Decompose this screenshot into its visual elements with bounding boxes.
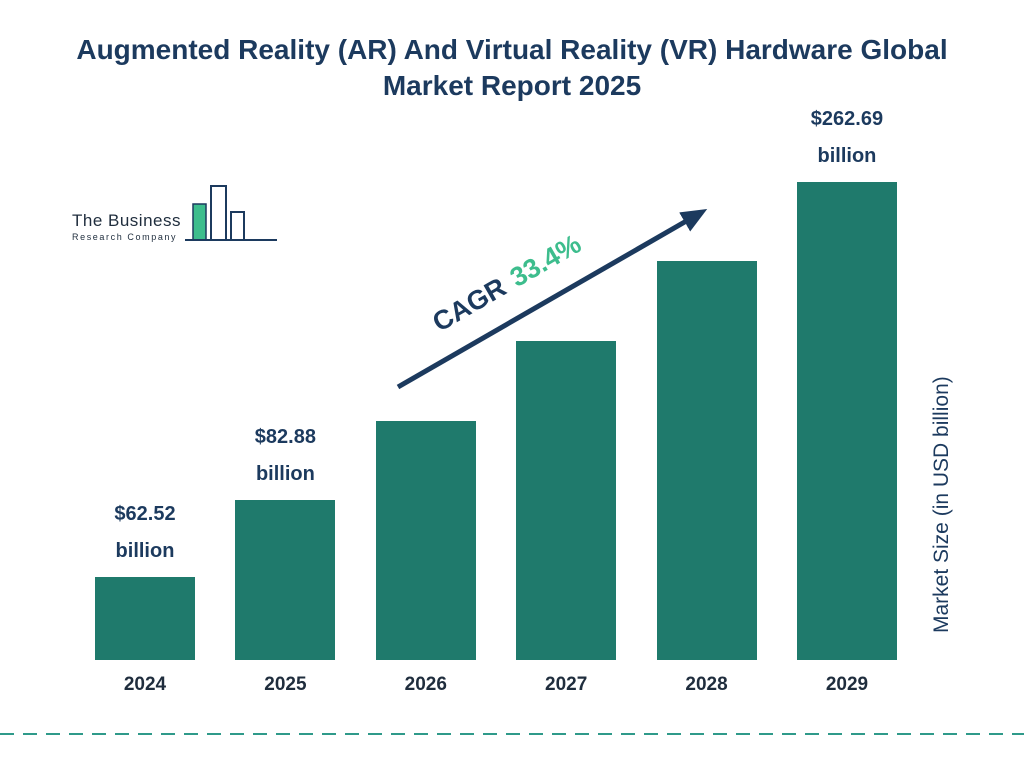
x-tick-2029: 2029 [825, 674, 869, 695]
logo-name: The Business [72, 211, 181, 230]
bar-column-2028: 2028 [652, 98, 762, 698]
value-amount: $82.88 [254, 426, 316, 448]
bar-chart: $62.52 billion 2024 $82.88 billion 2025 … [90, 98, 902, 698]
value-unit: billion [817, 145, 877, 167]
y-axis-label: Market Size (in USD billion) [930, 376, 953, 634]
chart-title: Augmented Reality (AR) And Virtual Reali… [76, 34, 948, 102]
value-unit: billion [255, 463, 315, 485]
company-logo: The Business Research Company [72, 182, 281, 244]
bar-2028 [656, 261, 757, 660]
bar-column-2027: 2027 [511, 98, 621, 698]
x-tick-2028: 2028 [685, 674, 728, 695]
bar-value-label: $82.88 billion [255, 419, 316, 493]
bottom-dashed-divider [0, 733, 1024, 735]
value-unit: billion [115, 540, 175, 562]
bar-value-label: $62.52 billion [114, 496, 175, 570]
growth-trend-arrow [396, 209, 708, 390]
bar-2025 [235, 500, 336, 660]
logo-bars-icon [185, 185, 277, 241]
bar-column-2025: $82.88 billion 2025 [230, 98, 340, 698]
bar-2029 [796, 182, 897, 660]
bar-column-2029: $262.69 billion 2029 [792, 98, 902, 698]
x-tick-2024: 2024 [123, 674, 167, 695]
bar-2026 [375, 421, 476, 660]
bar-column-2026: 2026 [371, 98, 481, 698]
bar-column-2024: $62.52 billion 2024 [90, 98, 200, 698]
bar-2027 [516, 341, 617, 660]
x-tick-2027: 2027 [545, 674, 588, 695]
logo-subtitle: Research Company [72, 232, 178, 242]
x-tick-2026: 2026 [404, 674, 447, 695]
bar-2024 [95, 577, 195, 660]
x-tick-2025: 2025 [264, 674, 307, 695]
bar-value-label: $262.69 billion [811, 101, 883, 175]
value-amount: $262.69 [810, 108, 884, 130]
company-logo-text: The Business Research Company [72, 211, 181, 244]
value-amount: $62.52 [114, 503, 176, 525]
